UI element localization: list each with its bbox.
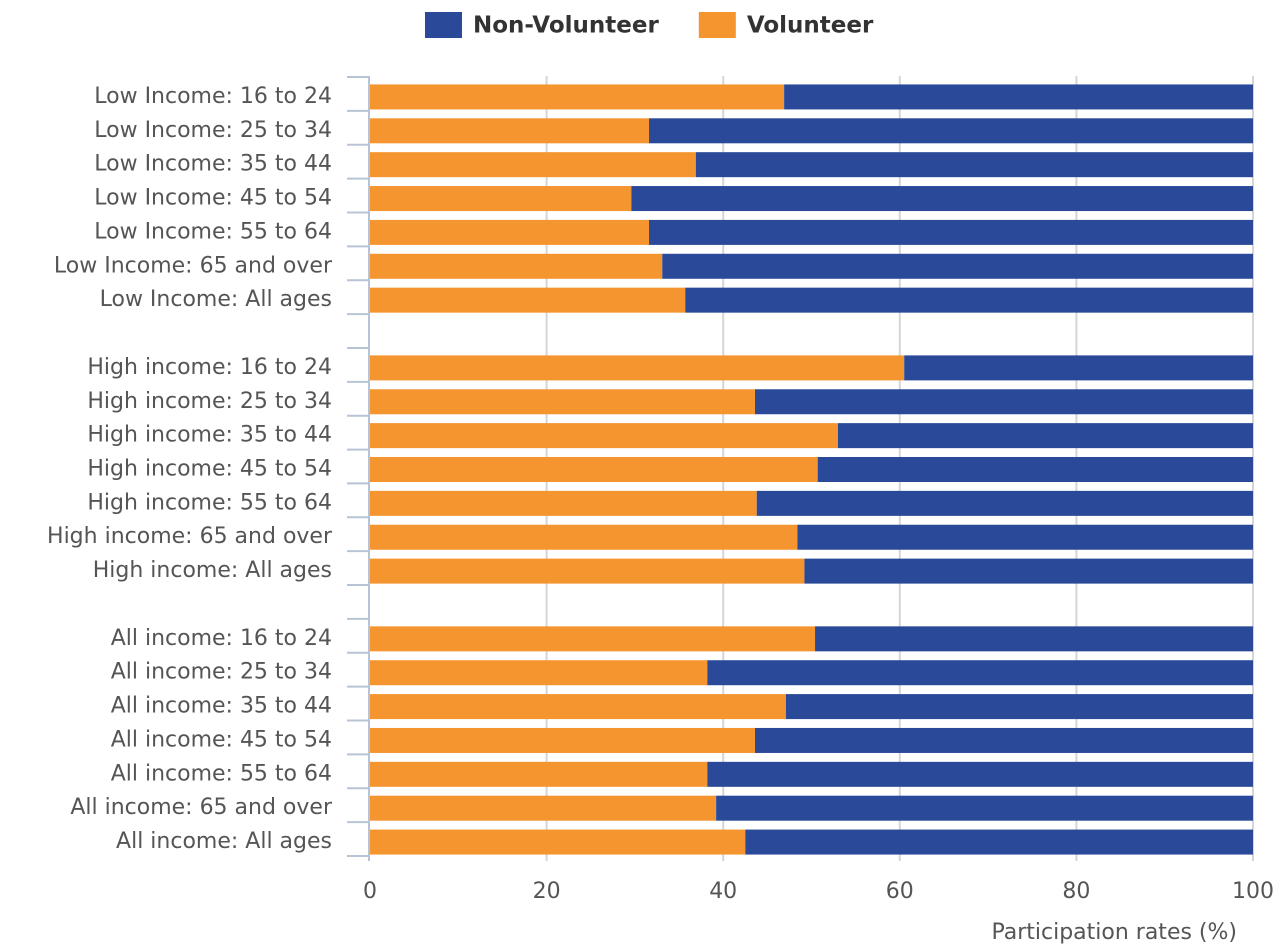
bar-segment [649,118,1253,144]
bar-segment [370,118,650,144]
x-tick-label: 0 [363,879,377,904]
bar-segment [662,253,1253,279]
bar-segment [754,727,1253,753]
y-tick-label: All income: 55 to 64 [111,761,332,786]
bar-segment [904,355,1253,381]
y-tick-label: High income: 45 to 54 [87,457,332,482]
legend-swatch [698,12,736,38]
y-tick-label: Low Income: 16 to 24 [94,84,332,109]
bar-segment [685,287,1253,313]
bar-segment [631,186,1253,212]
x-tick-label: 60 [886,879,914,904]
bar-segment [370,84,785,110]
bar-segment [370,727,755,753]
bar-segment [754,389,1253,415]
x-tick-label: 20 [533,879,561,904]
y-tick-label: High income: All ages [93,558,332,583]
bar-segment [370,219,650,245]
bar-segment [837,423,1253,449]
bar-segment [370,829,746,855]
y-tick-label: Low Income: 45 to 54 [94,186,332,211]
bar-segment [370,626,816,652]
y-tick-label: All income: 16 to 24 [111,626,332,651]
x-tick-label: 40 [709,879,737,904]
bar-segment [370,457,818,482]
bar-segment [370,694,786,720]
legend-swatch [425,12,462,38]
y-tick-label: All income: 45 to 54 [111,727,332,752]
bar-segment [370,152,696,178]
bar-segment [784,84,1253,110]
y-tick-label: All income: All ages [116,829,332,854]
legend-label: Non-Volunteer [473,13,659,39]
bar-segment [370,253,663,279]
y-tick-label: High income: 65 and over [47,524,333,549]
bar-segment [370,761,708,787]
x-tick-label: 80 [1062,879,1090,904]
y-tick-label: Low Income: 25 to 34 [94,118,332,143]
y-tick-label: Low Income: 35 to 44 [94,152,332,177]
bar-segment [817,457,1253,482]
y-tick-label: High income: 35 to 44 [87,423,332,448]
bar-segment [370,490,757,516]
y-tick-label: All income: 65 and over [70,795,333,820]
y-tick-label: Low Income: 55 to 64 [94,219,332,244]
bar-segment [370,186,632,212]
bar-segment [815,626,1253,652]
bar-segment [370,558,805,584]
y-tick-label: All income: 25 to 34 [111,660,332,685]
bar-segment [370,423,838,449]
y-tick-label: High income: 55 to 64 [87,490,332,515]
x-tick-label: 100 [1232,879,1274,904]
bar-segment [370,355,905,381]
bar-segment [695,152,1253,178]
bar-segment [716,795,1253,821]
y-tick-label: High income: 25 to 34 [87,389,332,414]
bar-segment [797,524,1253,550]
bar-segment [370,795,717,821]
x-axis-title: Participation rates (%) [991,920,1237,945]
y-tick-label: High income: 16 to 24 [87,355,332,380]
bar-segment [370,389,755,415]
bar-segment [785,694,1253,720]
bar-segment [756,490,1253,516]
bar-segment [370,660,708,686]
legend-label: Volunteer [747,13,874,39]
y-tick-label: Low Income: All ages [100,287,332,312]
bar-segment [649,219,1253,245]
bar-segment [804,558,1253,584]
bar-segment [370,287,686,313]
bar-segment [370,524,798,550]
bar-segment [707,660,1253,686]
y-tick-label: Low Income: 65 and over [54,253,333,278]
bar-segment [707,761,1253,787]
y-tick-label: All income: 35 to 44 [111,694,332,719]
bar-segment [745,829,1253,855]
